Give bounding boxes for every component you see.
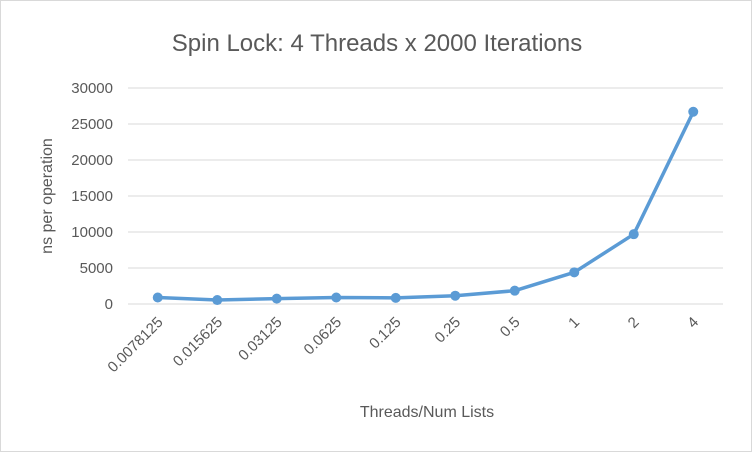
x-tick-label: 0.0625 bbox=[301, 314, 345, 358]
y-tick-label: 25000 bbox=[71, 116, 113, 133]
data-point bbox=[331, 292, 342, 303]
y-tick-label: 20000 bbox=[71, 152, 113, 169]
gridlines bbox=[128, 87, 723, 305]
series-layer bbox=[152, 106, 699, 306]
data-point bbox=[390, 292, 401, 303]
data-point bbox=[569, 267, 580, 278]
y-tick-label: 30000 bbox=[71, 80, 113, 97]
series-line bbox=[156, 110, 696, 302]
data-point bbox=[450, 290, 461, 301]
x-tick-label: 0.015625 bbox=[170, 314, 226, 370]
data-point bbox=[628, 229, 639, 240]
data-point bbox=[688, 106, 699, 117]
x-tick-label: 0.0078125 bbox=[104, 314, 166, 376]
x-tick-label: 2 bbox=[625, 314, 643, 332]
data-point bbox=[271, 293, 282, 304]
y-axis-ticks: 0 5000 10000 15000 20000 25000 30000 bbox=[71, 80, 113, 313]
x-tick-label: 4 bbox=[684, 314, 702, 332]
x-tick-label: 0.5 bbox=[497, 314, 524, 341]
x-tick-label: 0.125 bbox=[366, 314, 405, 353]
data-point bbox=[212, 295, 223, 306]
x-tick-label: 1 bbox=[565, 314, 583, 332]
y-tick-label: 15000 bbox=[71, 188, 113, 205]
data-point bbox=[152, 292, 163, 303]
y-axis-label: ns per operation bbox=[39, 138, 56, 254]
x-axis-label: Threads/Num Lists bbox=[360, 404, 494, 421]
data-point bbox=[509, 285, 520, 296]
chart-title: Spin Lock: 4 Threads x 2000 Iterations bbox=[172, 30, 582, 57]
y-tick-label: 0 bbox=[105, 296, 113, 313]
x-tick-label: 0.25 bbox=[431, 314, 464, 347]
y-tick-label: 10000 bbox=[71, 224, 113, 241]
x-axis-ticks: 0.0078125 0.015625 0.03125 0.0625 0.125 0.25 0… bbox=[104, 314, 702, 376]
y-tick-label: 5000 bbox=[80, 260, 113, 277]
x-tick-label: 0.03125 bbox=[235, 314, 285, 364]
